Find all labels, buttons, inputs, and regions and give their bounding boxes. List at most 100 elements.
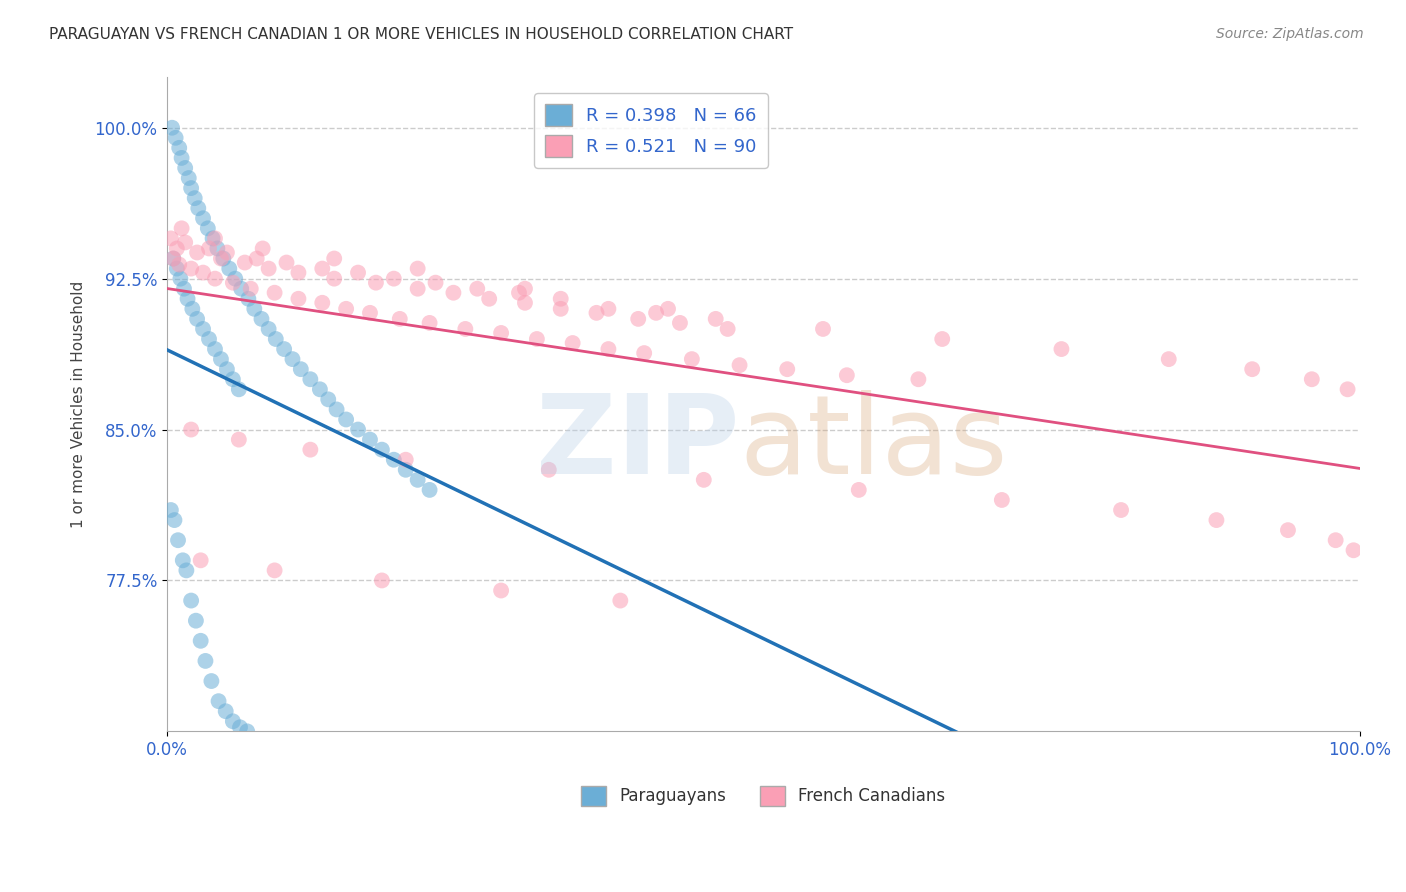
Point xyxy=(224,271,246,285)
Point xyxy=(1277,523,1299,537)
Point xyxy=(1241,362,1264,376)
Point xyxy=(186,311,208,326)
Point xyxy=(585,306,607,320)
Point xyxy=(231,282,253,296)
Point xyxy=(174,161,197,175)
Point xyxy=(425,276,447,290)
Point xyxy=(204,231,226,245)
Point xyxy=(931,332,953,346)
Point xyxy=(991,493,1014,508)
Point xyxy=(218,261,240,276)
Text: Source: ZipAtlas.com: Source: ZipAtlas.com xyxy=(1216,27,1364,41)
Point xyxy=(190,553,212,567)
Point xyxy=(170,151,193,165)
Text: atlas: atlas xyxy=(740,390,1008,497)
Point xyxy=(371,442,394,457)
Point xyxy=(550,301,572,316)
Point xyxy=(194,654,217,668)
Point xyxy=(508,285,530,300)
Point xyxy=(550,292,572,306)
Point xyxy=(186,245,208,260)
Point xyxy=(1205,513,1227,527)
Point xyxy=(454,322,477,336)
Point xyxy=(419,316,441,330)
Point xyxy=(776,362,799,376)
Point xyxy=(238,292,260,306)
Point xyxy=(645,306,668,320)
Point xyxy=(162,252,184,266)
Point xyxy=(1324,533,1347,548)
Point xyxy=(160,503,183,517)
Point xyxy=(162,252,184,266)
Point xyxy=(201,231,224,245)
Point xyxy=(406,473,429,487)
Point xyxy=(191,322,214,336)
Point xyxy=(228,433,250,447)
Point xyxy=(598,301,620,316)
Point xyxy=(347,266,370,280)
Point xyxy=(166,242,188,256)
Point xyxy=(1157,352,1180,367)
Point xyxy=(191,266,214,280)
Point xyxy=(228,382,250,396)
Point xyxy=(1050,342,1073,356)
Point xyxy=(382,452,405,467)
Point xyxy=(323,271,346,285)
Point xyxy=(207,694,229,708)
Point xyxy=(598,342,620,356)
Point xyxy=(537,463,560,477)
Point xyxy=(364,276,387,290)
Point xyxy=(200,674,222,689)
Point xyxy=(264,332,287,346)
Point xyxy=(273,342,295,356)
Point xyxy=(1343,543,1365,558)
Point xyxy=(388,311,411,326)
Point xyxy=(681,352,703,367)
Point xyxy=(478,292,501,306)
Point xyxy=(250,311,273,326)
Point xyxy=(207,242,229,256)
Point xyxy=(347,423,370,437)
Text: PARAGUAYAN VS FRENCH CANADIAN 1 OR MORE VEHICLES IN HOUSEHOLD CORRELATION CHART: PARAGUAYAN VS FRENCH CANADIAN 1 OR MORE … xyxy=(49,27,793,42)
Point xyxy=(299,442,322,457)
Point xyxy=(204,342,226,356)
Legend: Paraguayans, French Canadians: Paraguayans, French Canadians xyxy=(575,779,952,813)
Point xyxy=(263,285,285,300)
Point xyxy=(180,593,202,607)
Point xyxy=(176,292,198,306)
Point xyxy=(263,563,285,577)
Point xyxy=(177,171,200,186)
Point xyxy=(198,242,221,256)
Point xyxy=(233,255,256,269)
Point xyxy=(180,261,202,276)
Point xyxy=(183,191,205,205)
Point xyxy=(246,252,269,266)
Point xyxy=(311,295,333,310)
Point xyxy=(180,181,202,195)
Point xyxy=(693,473,716,487)
Point xyxy=(166,261,188,276)
Point xyxy=(704,311,727,326)
Point xyxy=(215,362,238,376)
Point xyxy=(419,483,441,497)
Point xyxy=(257,261,280,276)
Point xyxy=(209,352,232,367)
Point xyxy=(170,221,193,235)
Point xyxy=(406,282,429,296)
Point xyxy=(290,362,312,376)
Point xyxy=(907,372,929,386)
Point xyxy=(236,724,259,739)
Point xyxy=(287,292,309,306)
Point xyxy=(191,211,214,226)
Point xyxy=(395,452,418,467)
Point xyxy=(165,130,187,145)
Point xyxy=(323,252,346,266)
Point xyxy=(173,282,195,296)
Point xyxy=(335,412,357,426)
Point xyxy=(311,261,333,276)
Point xyxy=(257,322,280,336)
Point xyxy=(609,593,631,607)
Point xyxy=(728,358,751,372)
Point xyxy=(406,261,429,276)
Point xyxy=(633,346,655,360)
